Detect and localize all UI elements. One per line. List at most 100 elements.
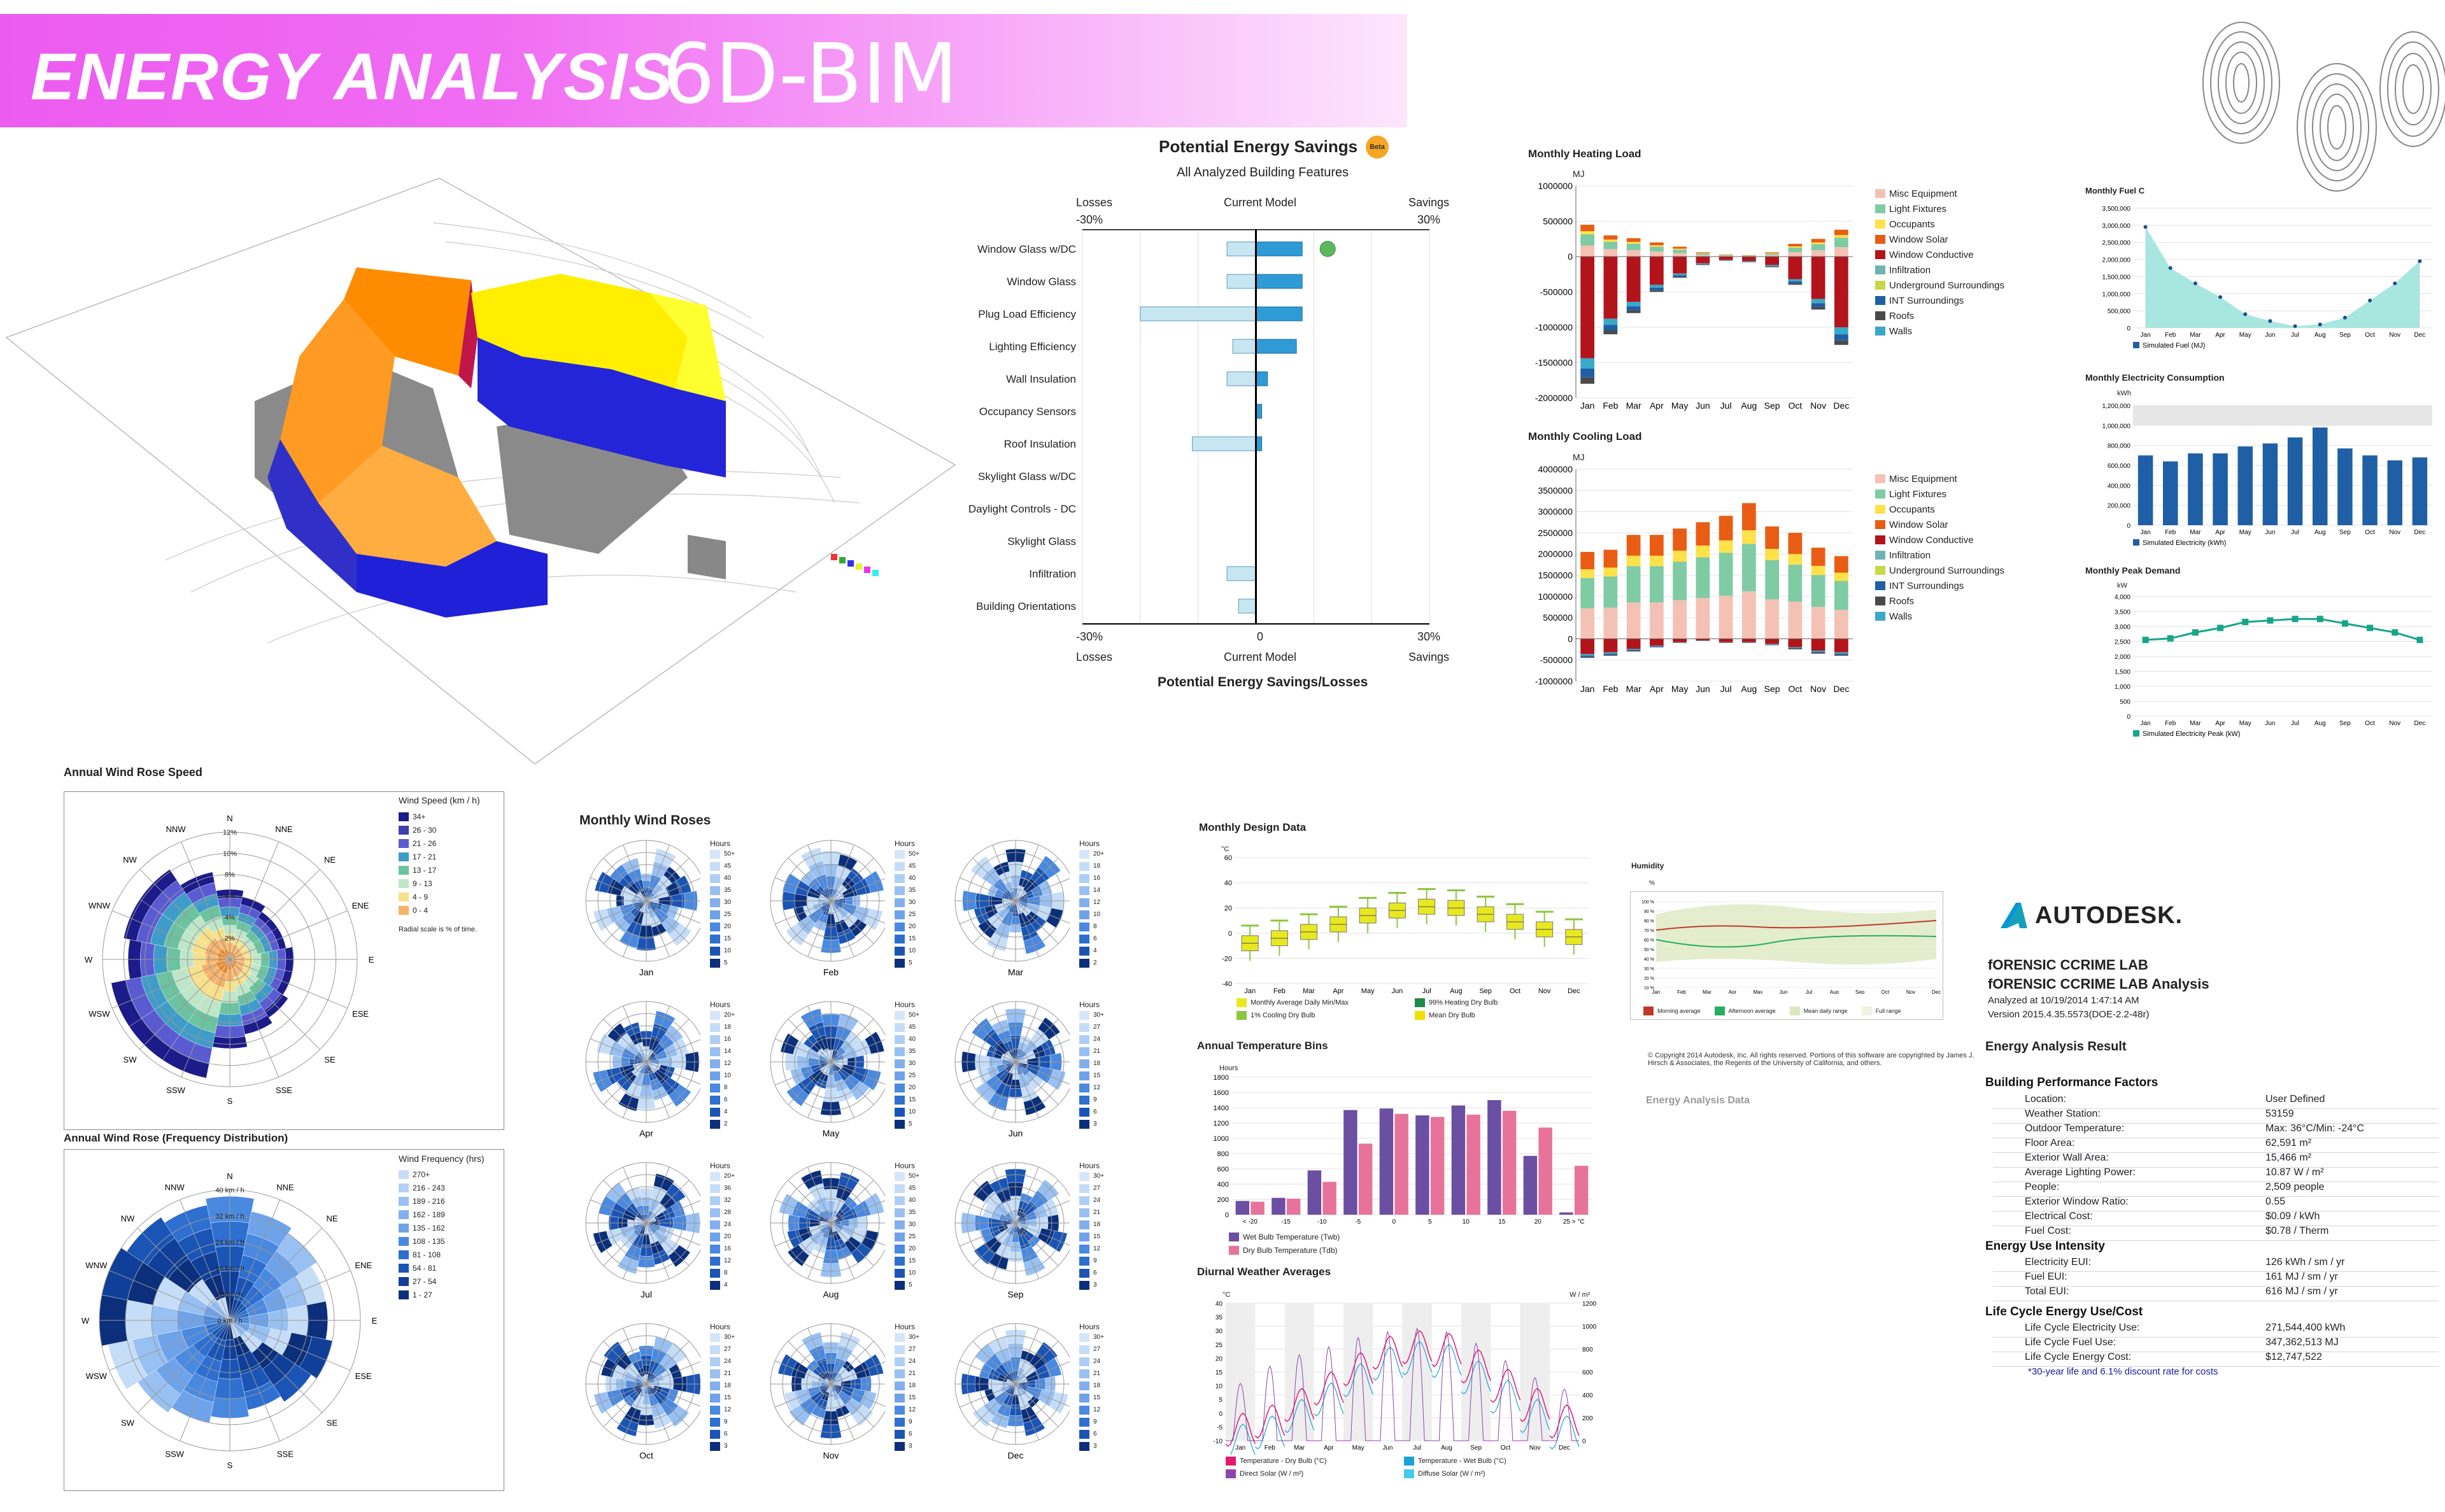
legend-label: 12: [1093, 1245, 1101, 1252]
stack-segment: [1580, 377, 1594, 384]
legend-label: Mean Dry Bulb: [1429, 1012, 1475, 1019]
rose-spoke: [646, 1222, 690, 1266]
legend-label: 15: [909, 1257, 916, 1264]
legend-label: 30: [909, 899, 916, 906]
rose-spoke: [646, 1038, 702, 1063]
legend-swatch: [1079, 1196, 1089, 1205]
y-tick: 1400: [1214, 1105, 1229, 1112]
stack-segment: [1834, 237, 1848, 248]
y-tick-left: -10: [1214, 1438, 1223, 1445]
rose-spoke: [1015, 1222, 1039, 1279]
x-tick: Jul: [2291, 529, 2299, 536]
version-info: Version 2015.4.35.5573(DOE-2.2-48r): [1988, 1009, 2150, 1020]
legend-label: 36: [724, 1185, 732, 1192]
legend-item: 3: [1079, 1279, 1104, 1291]
stack-segment: [1626, 639, 1641, 649]
direction-label: E: [372, 1316, 378, 1325]
legend-item: 20+: [710, 1170, 735, 1182]
legend-swatch: [710, 1268, 720, 1278]
label-losses-bottom: Losses: [1076, 651, 1113, 663]
month-band: [1520, 1303, 1550, 1441]
hours-label: Hours: [1079, 1322, 1100, 1331]
month-rose-legend: Hours 50+ 45 40 35 30 25 20 15 10 5: [895, 1161, 919, 1291]
x-tick: Jan: [2141, 332, 2151, 339]
legend-swatch: [710, 1429, 720, 1439]
legend-swatch: [1875, 189, 1885, 198]
diurnal-title: Diurnal Weather Averages: [1197, 1266, 1331, 1278]
legend-item: 6: [1079, 933, 1104, 945]
legend-label: 3: [1093, 1443, 1097, 1450]
peak-point: [2192, 629, 2199, 636]
legend-item: 30: [895, 1057, 919, 1070]
loss-bar: [1232, 339, 1256, 354]
month-label: May: [823, 1128, 839, 1138]
y-tick: 1000000: [1538, 591, 1573, 602]
month-rose: Sep Hours 30+ 27 24 21 18 15 12 9 6 3: [942, 1156, 1127, 1317]
x-tick: Apr: [2215, 720, 2225, 727]
stack-segment: [1650, 246, 1664, 252]
legend-swatch: [710, 1071, 720, 1080]
rose-spoke: [646, 1199, 702, 1224]
row-value: 616 MJ / sm / yr: [2265, 1286, 2338, 1297]
legend-label: 6: [724, 1431, 728, 1438]
legend-label: 14: [724, 1048, 732, 1055]
legend-item: 1 - 27: [399, 1288, 445, 1301]
legend-item: 21 - 26: [399, 837, 436, 850]
legend-item: 20: [710, 921, 735, 933]
rose-wedge: [623, 1022, 641, 1037]
stack-segment: [1742, 591, 1756, 639]
label-savings-top: Savings: [1408, 196, 1450, 209]
stack-segment: [1788, 648, 1803, 649]
legend-label: 45: [909, 1024, 916, 1031]
legend-item: 18: [1079, 1057, 1104, 1070]
legend-label: 21: [724, 1370, 732, 1377]
legend-label: 16: [1093, 875, 1101, 882]
legend-item: 40: [895, 1194, 919, 1206]
rose-spoke: [623, 1222, 647, 1279]
legend-label: 24: [724, 1358, 732, 1365]
direction-label: W: [82, 1316, 90, 1325]
legend-label: 9 - 13: [413, 879, 432, 888]
legend-label: 35: [909, 1048, 916, 1055]
cost-note: *30-year life and 6.1% discount rate for…: [2028, 1366, 2218, 1377]
rose-spoke: [830, 1341, 874, 1385]
wet-bulb-line: [1490, 1380, 1521, 1414]
legend-label: 21: [909, 1370, 916, 1377]
legend-label: 6: [909, 1431, 912, 1438]
legend-label: 20: [909, 923, 916, 930]
legend-item: 30+: [710, 1331, 735, 1343]
legend-item: 15: [1079, 1392, 1104, 1404]
direction-label: ESE: [355, 1371, 372, 1381]
legend-label: Temperature - Dry Bulb (°C): [1240, 1457, 1327, 1465]
rose-wedge: [1023, 1256, 1046, 1276]
table-row: Electrical Cost: $0.09 / kWh: [1993, 1211, 2439, 1226]
rose-spoke: [960, 1061, 1016, 1085]
stack-segment: [1626, 566, 1641, 603]
dry-bulb-bar: [1358, 1143, 1373, 1215]
legend-swatch: [1875, 520, 1885, 529]
x-tick: Dec: [2414, 529, 2426, 536]
savings-row-label: Window Glass w/DC: [977, 243, 1076, 255]
rose-spoke: [788, 1383, 832, 1427]
legend-label: 35: [724, 887, 732, 894]
rose-spoke: [992, 900, 1016, 957]
y-tick: 0: [1228, 930, 1232, 938]
stack-segment: [1788, 283, 1803, 285]
legend-swatch: [1875, 311, 1885, 320]
legend-label: 40: [724, 875, 732, 882]
legend-item: 20: [895, 1082, 919, 1094]
y-tick: -1000000: [1535, 676, 1573, 686]
tick-left-top: -30%: [1076, 213, 1103, 226]
direction-label: NE: [324, 855, 336, 865]
legend-swatch: [1079, 1035, 1089, 1044]
y-tick: 500,000: [2108, 308, 2131, 315]
bpf-heading: Building Performance Factors: [1985, 1076, 2158, 1089]
stack-segment: [1765, 644, 1779, 645]
legend-swatch: [895, 1429, 905, 1439]
legend-item: 108 - 135: [399, 1234, 445, 1248]
x-tick: Jul: [2291, 332, 2299, 339]
legend-label: 15: [1093, 1394, 1101, 1401]
legend-item: Window Conductive: [1875, 247, 2004, 262]
legend-item: 27: [710, 1343, 735, 1355]
legend-swatch: [710, 1345, 720, 1354]
